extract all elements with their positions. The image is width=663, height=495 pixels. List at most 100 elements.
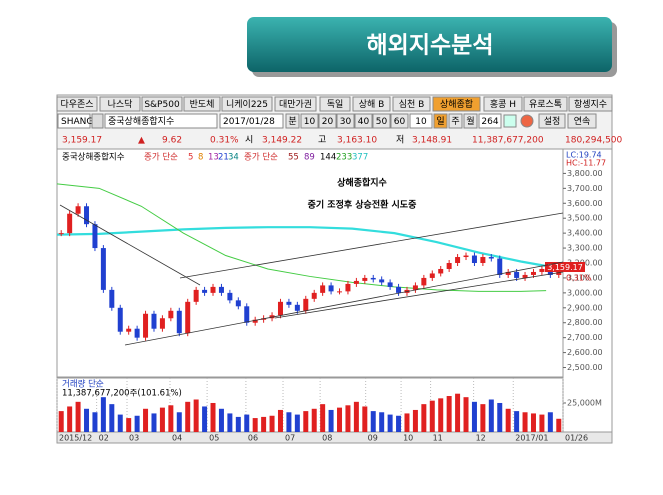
candle: [455, 257, 461, 264]
axis-panel: [562, 148, 613, 433]
input-box: [57, 113, 91, 129]
button-label: 홍콩 H: [490, 98, 516, 110]
button-label: 심천 B: [399, 99, 425, 110]
button[interactable]: [448, 113, 463, 129]
button[interactable]: [319, 96, 351, 112]
candle: [303, 298, 309, 311]
volume-bar: [463, 397, 469, 432]
button[interactable]: [432, 96, 481, 112]
candle: [185, 301, 191, 334]
legend-text: 144: [320, 153, 336, 163]
volume-bar: [126, 418, 132, 432]
volume-bar: [84, 408, 90, 432]
legend-text: 233: [336, 153, 352, 163]
volume-bar: [58, 411, 64, 432]
button[interactable]: [463, 113, 478, 129]
volume-bar: [471, 401, 477, 432]
button-label: 연속: [574, 116, 591, 127]
button[interactable]: [483, 96, 523, 112]
icon[interactable]: [520, 114, 534, 128]
slide-title: 해외지수분석: [367, 33, 494, 59]
date-axis: [56, 431, 613, 444]
button[interactable]: [285, 113, 300, 129]
candle: [235, 300, 241, 307]
button[interactable]: [221, 96, 273, 112]
annotation: 상해종합지수: [337, 177, 387, 189]
volume-bar: [294, 414, 300, 432]
dropdown[interactable]: [91, 113, 104, 129]
button[interactable]: [56, 96, 98, 112]
button-label: 대만가권: [279, 98, 312, 110]
volume-bar: [396, 415, 402, 432]
candle: [387, 282, 393, 287]
button[interactable]: [274, 96, 317, 112]
candle: [244, 306, 250, 323]
volume-bar: [159, 407, 165, 432]
volume-bar: [244, 414, 250, 432]
button[interactable]: [568, 96, 613, 112]
volume-bar: [497, 402, 503, 432]
button[interactable]: [523, 96, 568, 112]
volume-bar: [438, 398, 444, 432]
x-tick-label: 07: [285, 434, 295, 443]
quote-close: 3,159.17: [62, 136, 102, 146]
candle: [320, 285, 326, 293]
volume-bar: [168, 405, 174, 432]
volume-bar: [505, 408, 511, 432]
y-tick-label: 2,500.00: [567, 363, 603, 372]
volume-panel: [56, 377, 564, 433]
volume-bar: [337, 407, 343, 432]
x-tick-label: 03: [129, 434, 139, 443]
quote-amount: 180,294,500: [565, 136, 623, 146]
button[interactable]: [392, 96, 431, 112]
candle: [168, 310, 174, 319]
candle: [396, 286, 402, 293]
button-label: 유로스톡: [529, 99, 562, 110]
button-label: 20: [322, 117, 334, 127]
y-tick-label: 2,600.00: [567, 348, 603, 357]
button[interactable]: [141, 96, 183, 112]
candle: [227, 292, 233, 301]
button[interactable]: [99, 96, 141, 112]
button[interactable]: [372, 113, 391, 129]
volume-bar: [446, 396, 452, 432]
icon[interactable]: [503, 114, 517, 128]
button[interactable]: [183, 96, 221, 112]
quote-open: 3,149.22: [262, 136, 302, 146]
volume-bar: [455, 393, 461, 432]
volume-bar: [303, 411, 309, 432]
candle: [210, 286, 216, 293]
volume-bar: [379, 412, 385, 432]
legend-text: 21: [218, 153, 229, 163]
button-label: 40: [358, 117, 370, 127]
button-label: 설정: [544, 116, 561, 127]
y-tick-label: 3,600.00: [567, 199, 603, 208]
y-tick-label: 3,100.00: [567, 273, 603, 282]
button-label: 반도체: [190, 99, 215, 110]
button[interactable]: [336, 113, 355, 129]
volume-bar: [514, 411, 520, 432]
input-text: SHANG: [61, 117, 93, 127]
button[interactable]: [300, 113, 319, 129]
candle: [100, 248, 106, 290]
button[interactable]: [538, 113, 566, 129]
y-tick-label: 2,800.00: [567, 318, 603, 327]
button[interactable]: [318, 113, 337, 129]
button-label: 60: [394, 117, 406, 127]
candle: [370, 277, 376, 280]
button[interactable]: [390, 113, 409, 129]
volume-bar: [421, 404, 427, 432]
button[interactable]: [567, 113, 597, 129]
candle: [497, 258, 503, 275]
y-tick-label: 2,700.00: [567, 333, 603, 342]
volume-bar: [370, 411, 376, 432]
button[interactable]: [352, 96, 391, 112]
candle: [159, 318, 165, 329]
button-label: 독일: [327, 99, 344, 110]
last-price-box: [545, 262, 585, 272]
input-text: 2017/01/28: [223, 117, 275, 127]
button[interactable]: [433, 113, 448, 129]
button[interactable]: [354, 113, 373, 129]
candle: [379, 279, 385, 283]
